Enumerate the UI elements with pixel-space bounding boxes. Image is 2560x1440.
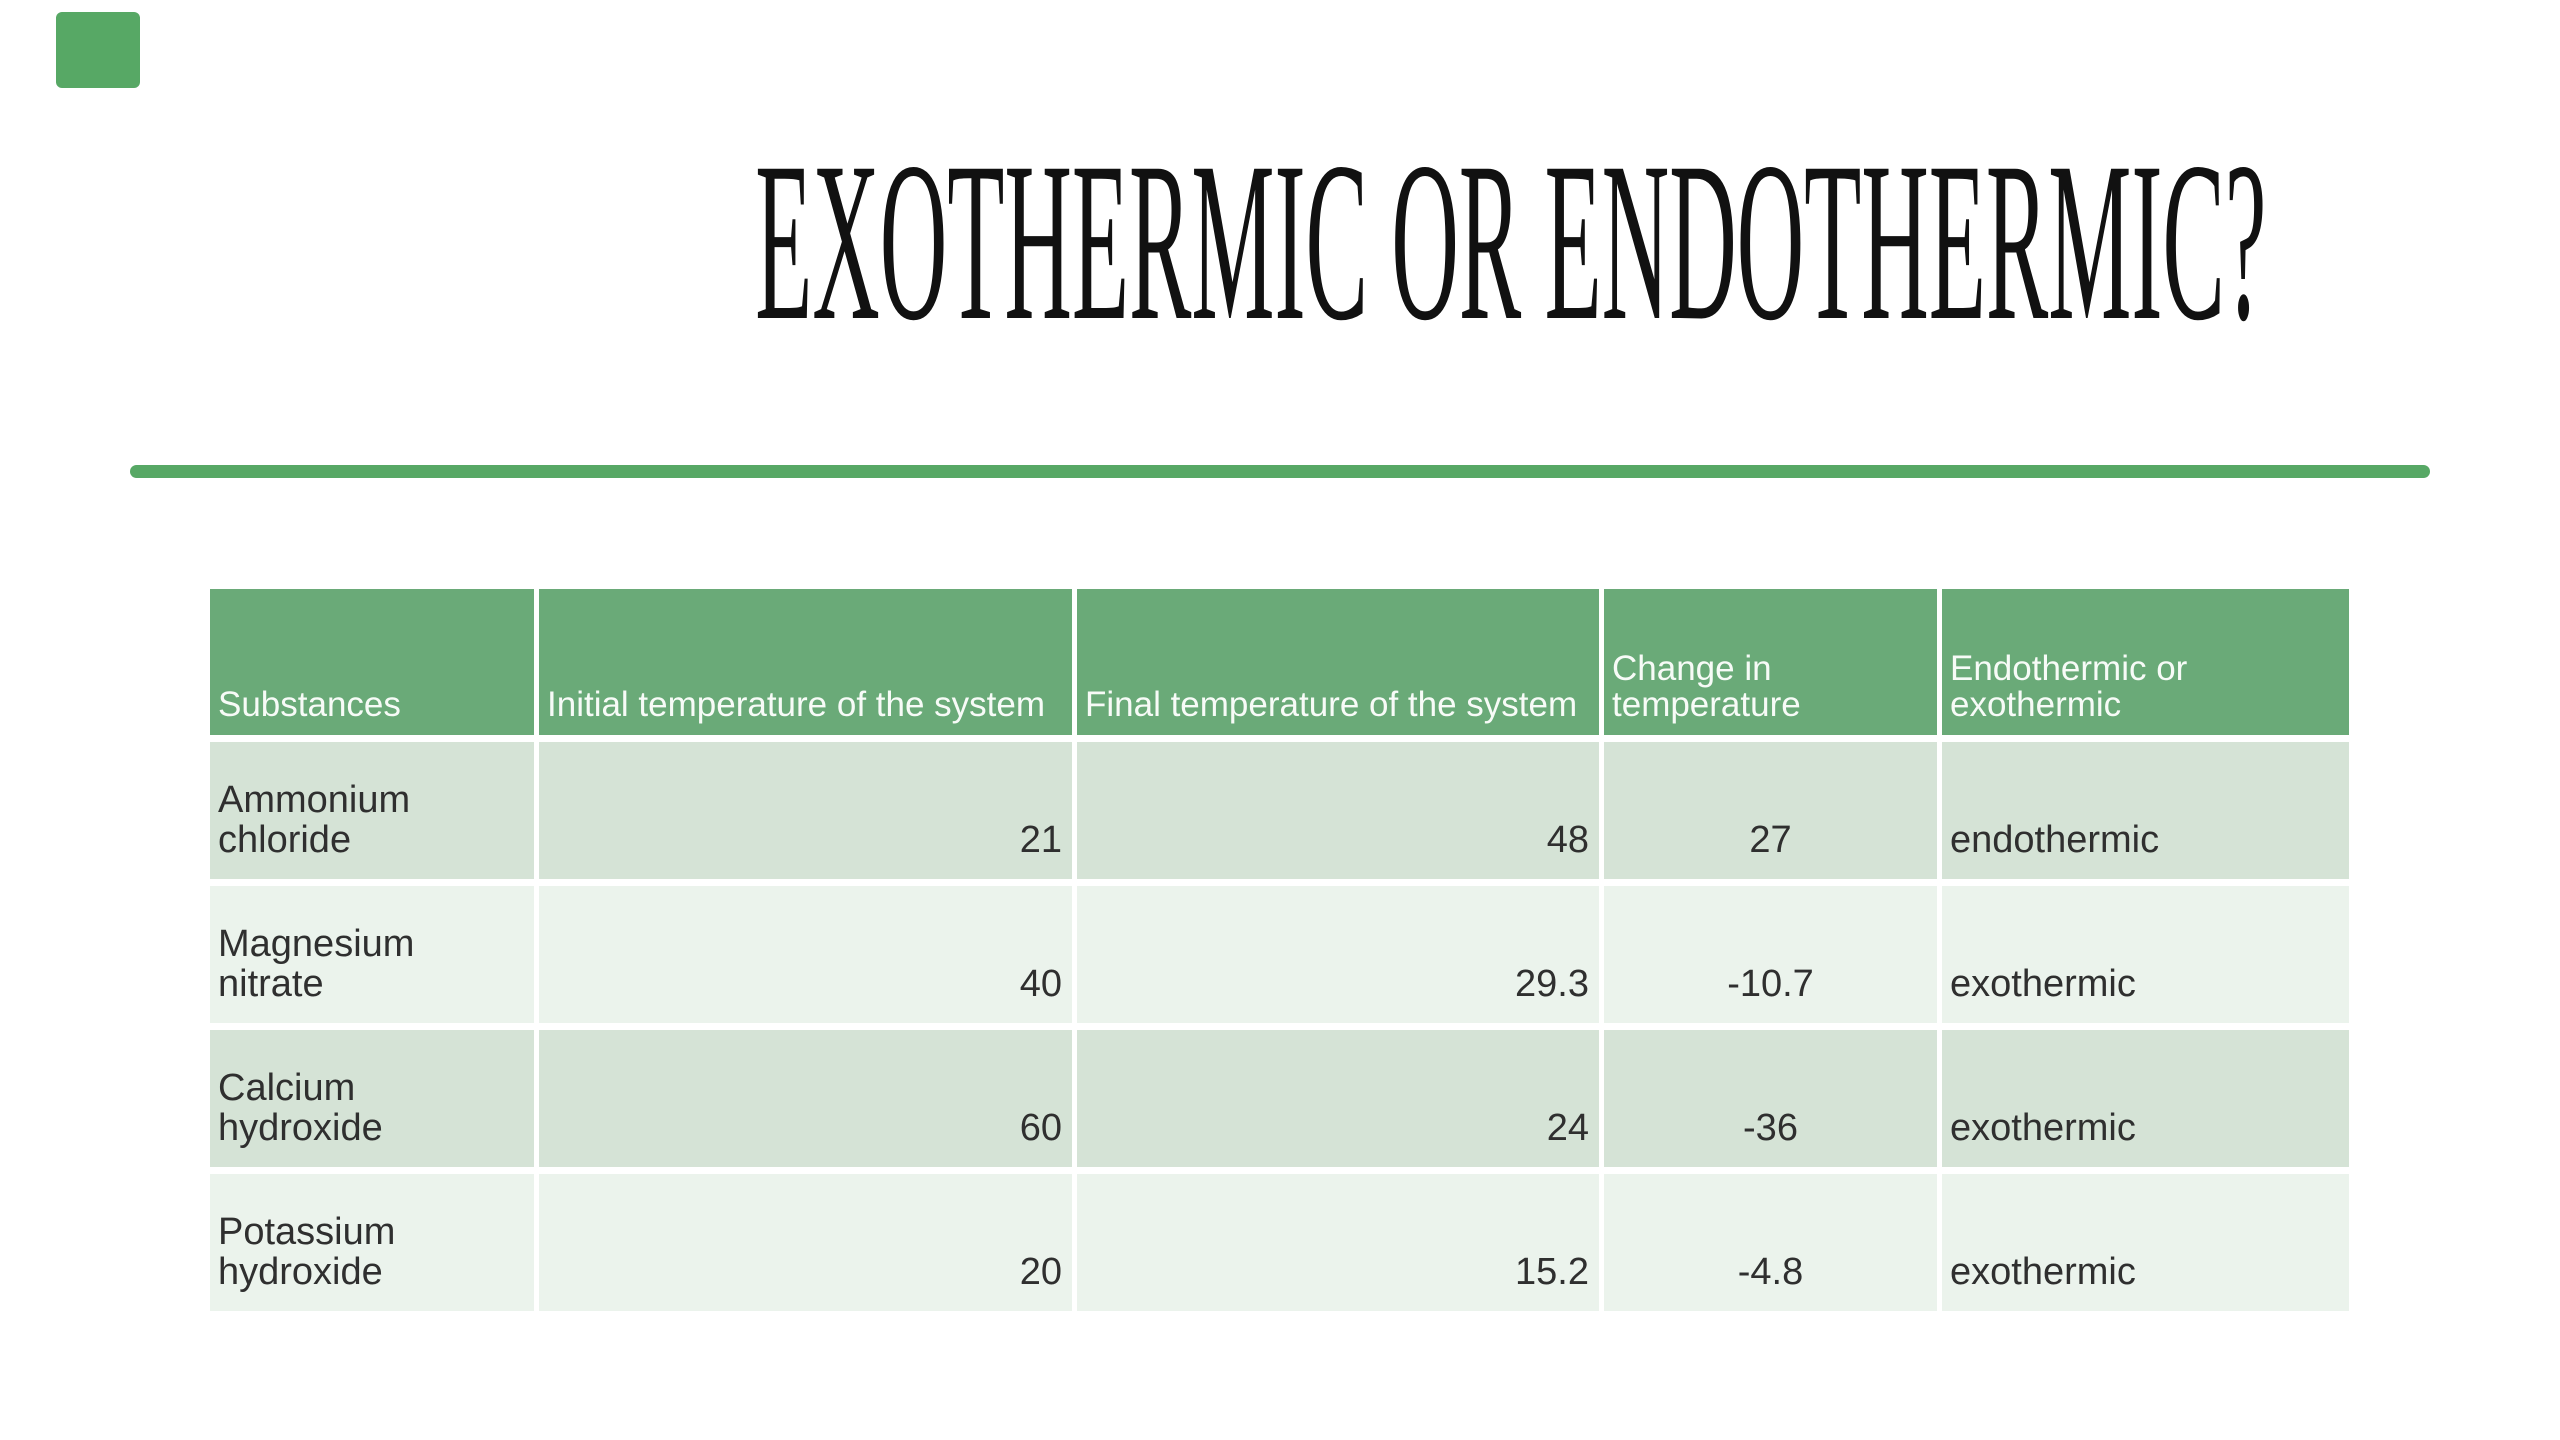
header-cell-final-temperature: Final temperature of the system xyxy=(1077,589,1599,735)
cell-change-in-temperature: -10.7 xyxy=(1604,886,1937,1023)
temperature-table: Substances Initial temperature of the sy… xyxy=(210,589,2349,1311)
title-divider-rule xyxy=(130,465,2430,478)
cell-initial-temperature: 40 xyxy=(539,886,1072,1023)
header-cell-change-in-temperature: Change in temperature xyxy=(1604,589,1937,735)
cell-initial-temperature: 20 xyxy=(539,1174,1072,1311)
cell-substance: Ammonium chloride xyxy=(210,742,534,879)
cell-change-in-temperature: -4.8 xyxy=(1604,1174,1937,1311)
cell-substance: Calcium hydroxide xyxy=(210,1030,534,1167)
header-cell-endothermic-or-exothermic: Endothermic or exothermic xyxy=(1942,589,2349,735)
header-cell-initial-temperature: Initial temperature of the system xyxy=(539,589,1072,735)
cell-classification: endothermic xyxy=(1942,742,2349,879)
cell-final-temperature: 24 xyxy=(1077,1030,1599,1167)
cell-classification: exothermic xyxy=(1942,1030,2349,1167)
cell-classification: exothermic xyxy=(1942,1174,2349,1311)
cell-change-in-temperature: 27 xyxy=(1604,742,1937,879)
cell-classification: exothermic xyxy=(1942,886,2349,1023)
cell-initial-temperature: 60 xyxy=(539,1030,1072,1167)
cell-substance: Potassium hydroxide xyxy=(210,1174,534,1311)
cell-change-in-temperature: -36 xyxy=(1604,1030,1937,1167)
header-cell-substances: Substances xyxy=(210,589,534,735)
cell-final-temperature: 29.3 xyxy=(1077,886,1599,1023)
cell-final-temperature: 15.2 xyxy=(1077,1174,1599,1311)
corner-accent-square xyxy=(56,12,140,88)
slide-title: EXOTHERMIC OR ENDOTHERMIC? xyxy=(755,116,2267,368)
cell-final-temperature: 48 xyxy=(1077,742,1599,879)
cell-initial-temperature: 21 xyxy=(539,742,1072,879)
cell-substance: Magnesium nitrate xyxy=(210,886,534,1023)
